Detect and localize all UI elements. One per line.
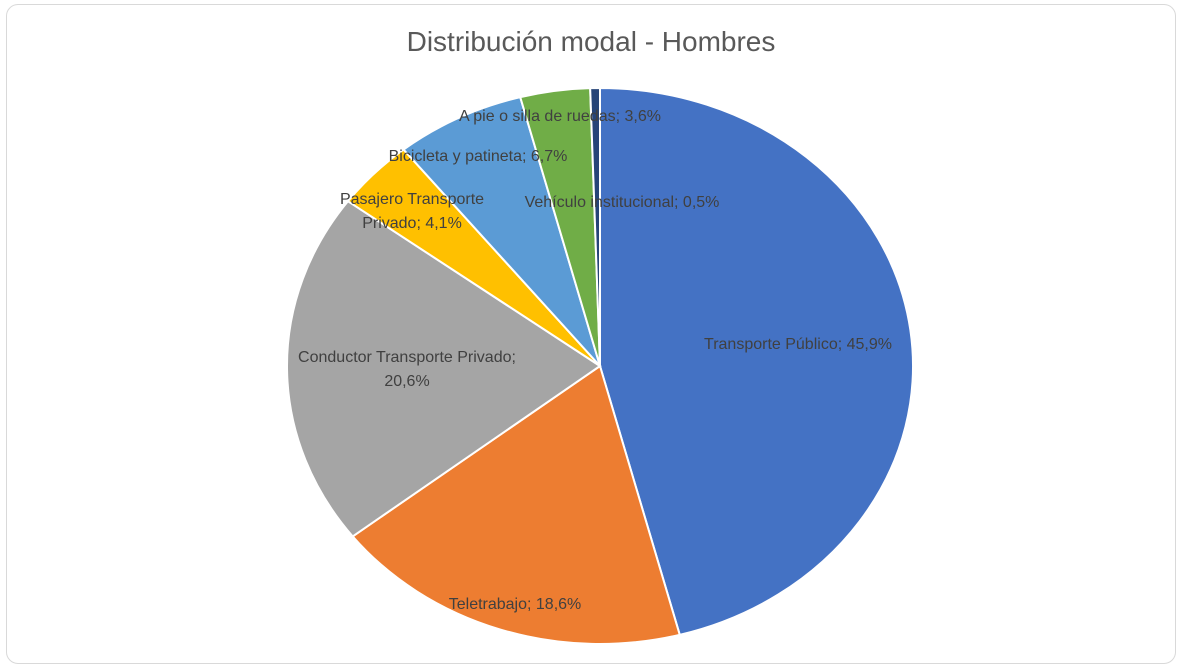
pie-slice <box>402 95 601 367</box>
data-label: Pasajero Transporte Privado; 4,1% <box>339 191 485 232</box>
pie-slice <box>286 199 602 538</box>
pie-slice <box>351 364 682 645</box>
data-label: A pie o silla de ruedas; 3,6% <box>459 108 661 125</box>
pie-slice <box>599 86 914 637</box>
data-label: Teletrabajo; 18,6% <box>448 596 582 613</box>
data-label: Conductor Transporte Privado; 20,6% <box>298 349 516 390</box>
data-label: Vehículo institucional; 0,5% <box>524 194 720 211</box>
data-label: Transporte Público; 45,9% <box>704 336 892 353</box>
pie-slice <box>589 86 601 367</box>
data-label: Bicicleta y patineta; 6,7% <box>388 148 568 165</box>
chart-title: Distribución modal - Hombres <box>406 26 776 57</box>
